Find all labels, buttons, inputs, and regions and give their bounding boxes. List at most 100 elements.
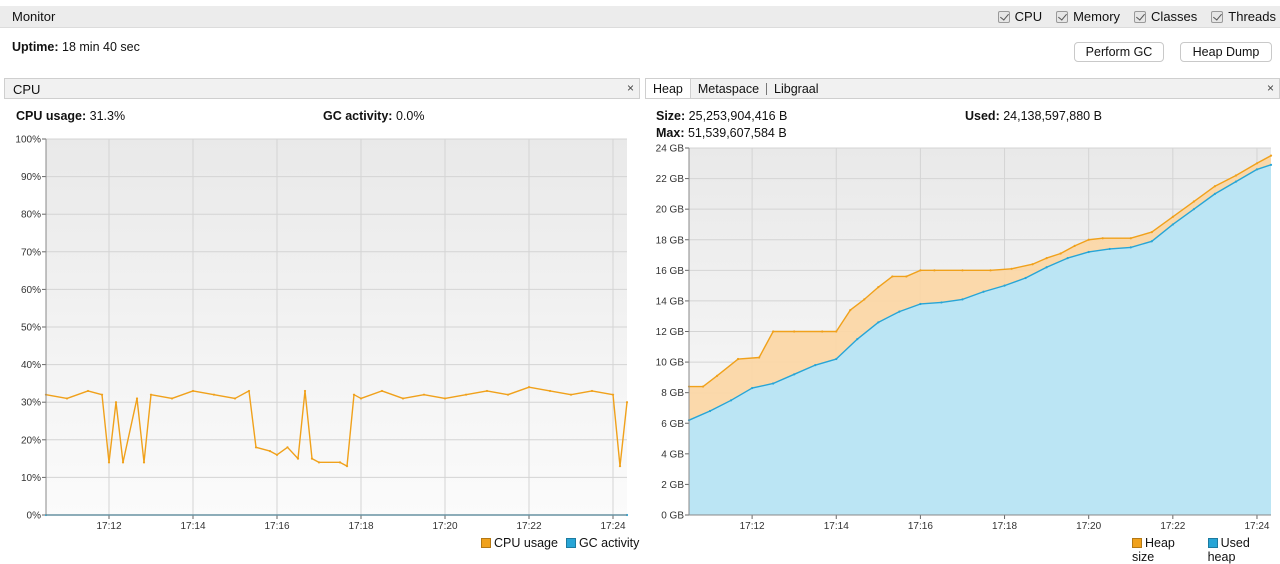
- heap-size-point: [877, 286, 880, 289]
- cpu-usage-point: [569, 393, 573, 396]
- cpu-panel-close-icon[interactable]: ×: [626, 81, 634, 95]
- y-tick-label: 0 GB: [661, 511, 684, 522]
- used-heap-point: [814, 364, 817, 367]
- y-tick-label: 100%: [15, 135, 41, 146]
- used-heap-point: [1269, 163, 1273, 166]
- used-heap-point: [729, 399, 733, 402]
- cpu-usage-point: [548, 389, 552, 393]
- used-heap-point: [982, 290, 985, 293]
- y-tick-label: 22 GB: [656, 174, 685, 185]
- cpu-usage-point: [618, 465, 622, 468]
- heap-size-point: [758, 356, 761, 359]
- heap-used-stat: Used: 24,138,597,880 B: [965, 109, 1102, 123]
- uptime-value: 18 min 40 sec: [62, 40, 140, 54]
- x-tick-label: 17:18: [992, 521, 1017, 532]
- cpu-usage-point: [65, 397, 69, 400]
- x-tick-label: 17:16: [264, 521, 289, 532]
- used-heap-point: [772, 382, 775, 385]
- checkbox-memory[interactable]: Memory: [1056, 9, 1120, 24]
- gc-activity-stat: GC activity: 0.0%: [323, 109, 424, 123]
- heap-used-value: 24,138,597,880 B: [1003, 109, 1102, 123]
- x-tick-label: 17:18: [348, 521, 373, 532]
- used-heap-point: [708, 409, 712, 413]
- heap-size-point: [1059, 252, 1062, 255]
- heap-size-point: [961, 269, 964, 272]
- tab-separator: [766, 82, 768, 95]
- cpu-usage-point: [338, 461, 342, 464]
- monitor-checkboxes: CPU Memory Classes Threads: [997, 9, 1276, 24]
- cpu-usage-point: [590, 389, 594, 393]
- x-tick-label: 17:12: [740, 521, 765, 532]
- x-tick-label: 17:20: [1076, 521, 1101, 532]
- used-heap-point: [1255, 168, 1259, 171]
- heap-size-point: [1192, 200, 1195, 203]
- heap-size-value: 25,253,904,416 B: [688, 109, 788, 123]
- cpu-usage-label: CPU usage:: [16, 109, 87, 123]
- perform-gc-button[interactable]: Perform GC: [1074, 42, 1164, 62]
- heap-size-point: [1101, 237, 1104, 240]
- x-tick-label: 17:12: [96, 521, 121, 532]
- legend-gc-activity-swatch: [565, 538, 576, 548]
- cpu-usage-point: [485, 389, 489, 393]
- y-tick-label: 24 GB: [656, 144, 685, 155]
- cpu-usage-point: [303, 389, 307, 393]
- heap-size-point: [1045, 257, 1048, 260]
- legend-gc-activity-label: GC activity: [578, 536, 640, 550]
- cpu-usage-point: [114, 401, 118, 404]
- tab-metaspace[interactable]: Metaspace: [697, 81, 760, 96]
- heap-size-point: [793, 330, 796, 333]
- heap-size-point: [863, 298, 866, 301]
- used-heap-point: [1171, 223, 1174, 226]
- x-tick-label: 17:24: [1244, 521, 1269, 532]
- gc-activity-value: 0.0%: [395, 109, 425, 123]
- y-tick-label: 4 GB: [661, 449, 684, 460]
- heap-size-point: [1087, 238, 1090, 241]
- cpu-usage-point: [527, 386, 531, 389]
- tab-heap[interactable]: Heap: [646, 79, 691, 98]
- heap-size-point: [905, 275, 908, 278]
- cpu-usage-point: [170, 397, 174, 400]
- cpu-usage-point: [212, 393, 216, 396]
- checkbox-memory-box[interactable]: [1056, 10, 1069, 23]
- cpu-panel-header: CPU ×: [4, 78, 640, 99]
- checkbox-cpu-box[interactable]: [997, 10, 1010, 23]
- x-tick-label: 17:22: [516, 521, 541, 532]
- used-heap-point: [1003, 284, 1006, 287]
- checkbox-classes-box[interactable]: [1134, 10, 1147, 23]
- heap-size-label: Size:: [656, 109, 686, 123]
- y-tick-label: 20 GB: [656, 205, 685, 216]
- heap-chart: 0 GB 2 GB 4 GB 6 GB 8 GB 10 GB 12 GB 14 GB 16 GB…: [656, 144, 1273, 532]
- checkbox-threads-box[interactable]: [1211, 10, 1224, 23]
- y-tick-label: 80%: [21, 210, 41, 221]
- cpu-usage-value: 31.3%: [89, 109, 126, 123]
- used-heap-point: [1150, 240, 1153, 243]
- y-tick-label: 10%: [21, 473, 41, 484]
- checkbox-threads[interactable]: Threads: [1211, 9, 1276, 24]
- cpu-usage-point: [268, 449, 272, 453]
- memory-panel-close-icon[interactable]: ×: [1266, 81, 1274, 95]
- heap-size-point: [1234, 174, 1238, 177]
- cpu-usage-point: [506, 393, 510, 396]
- legend-heap-size: Heap size: [1132, 536, 1200, 564]
- y-tick-label: 40%: [21, 360, 41, 371]
- tab-libgraal[interactable]: Libgraal: [774, 81, 819, 96]
- y-tick-label: 70%: [21, 247, 41, 258]
- heap-size-point: [891, 275, 894, 278]
- cpu-usage-point: [296, 457, 300, 460]
- checkbox-cpu[interactable]: CPU: [997, 9, 1042, 24]
- used-heap-point: [898, 310, 901, 313]
- used-heap-point: [856, 338, 859, 341]
- legend-cpu-usage: CPU usage: [481, 536, 558, 550]
- checkbox-memory-label: Memory: [1073, 9, 1121, 24]
- x-tick-label: 17:16: [908, 521, 933, 532]
- heap-size-point: [715, 374, 719, 377]
- y-tick-label: 18 GB: [656, 235, 685, 246]
- monitor-header: Monitor CPU Memory Classes Threads: [0, 6, 1280, 28]
- cpu-usage-point: [359, 397, 363, 400]
- checkbox-classes[interactable]: Classes: [1134, 9, 1197, 24]
- uptime: Uptime: 18 min 40 sec: [12, 40, 140, 54]
- heap-dump-button[interactable]: Heap Dump: [1180, 42, 1272, 62]
- used-heap-point: [1066, 257, 1069, 260]
- cpu-usage-point: [86, 389, 90, 393]
- cpu-panel-title: CPU: [13, 82, 41, 97]
